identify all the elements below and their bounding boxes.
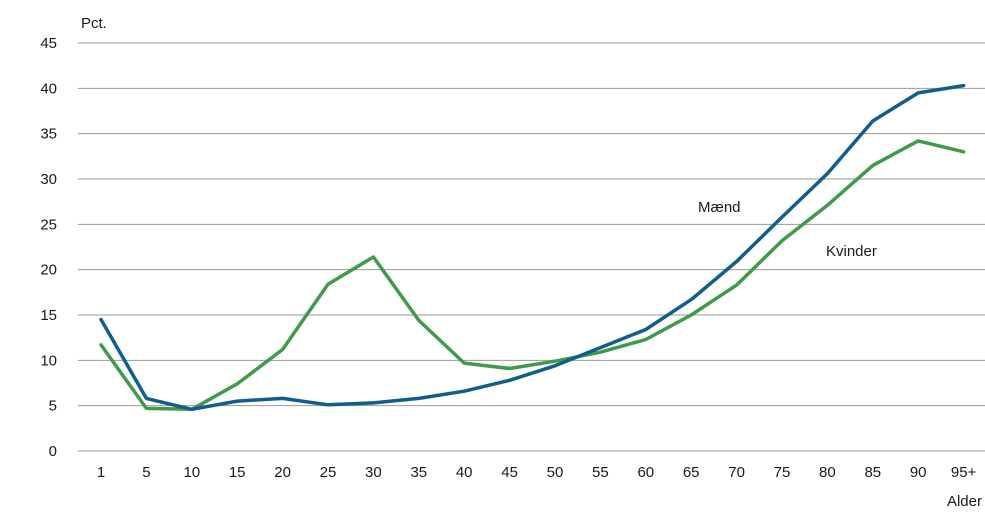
x-tick-label: 10 — [183, 464, 200, 481]
x-tick-label: 5 — [142, 464, 150, 481]
series-label-kvinder: Kvinder — [826, 243, 877, 260]
series-lines — [99, 83, 966, 412]
y-tick-label: 40 — [40, 80, 57, 97]
x-tick-label: 60 — [637, 464, 654, 481]
x-tick-label: 75 — [774, 464, 791, 481]
x-tick-label: 80 — [819, 464, 836, 481]
x-tick-label: 50 — [547, 464, 564, 481]
y-tick-label: 20 — [40, 262, 57, 279]
x-tick-label: 30 — [365, 464, 382, 481]
y-tick-label: 0 — [49, 443, 57, 460]
y-axis-ticks: 0 5 10 15 20 25 30 35 40 45 — [40, 35, 57, 460]
x-tick-label: 85 — [864, 464, 881, 481]
x-tick-label: 40 — [456, 464, 473, 481]
x-axis-label: Alder — [947, 493, 982, 510]
series-line-maend — [99, 83, 966, 412]
x-tick-label: 25 — [320, 464, 337, 481]
y-tick-label: 30 — [40, 171, 57, 188]
x-tick-label: 35 — [410, 464, 427, 481]
y-tick-label: 15 — [40, 307, 57, 324]
y-tick-label: 25 — [40, 216, 57, 233]
gridlines — [78, 42, 985, 452]
y-axis-label: Pct. — [81, 15, 107, 32]
x-tick-label: 1 — [97, 464, 105, 481]
x-tick-label: 70 — [728, 464, 745, 481]
x-tick-label: 65 — [683, 464, 700, 481]
x-axis-ticks: 1 5 10 15 20 25 30 35 40 45 50 55 60 65 70 75 80 85 90 95+ — [97, 464, 977, 481]
x-tick-label: 90 — [910, 464, 927, 481]
series-label-maend: Mænd — [698, 199, 741, 216]
y-tick-label: 5 — [49, 398, 57, 415]
y-tick-label: 35 — [40, 126, 57, 143]
y-tick-label: 45 — [40, 35, 57, 52]
x-tick-label: 15 — [229, 464, 246, 481]
y-tick-label: 10 — [40, 352, 57, 369]
x-tick-label: 45 — [501, 464, 518, 481]
x-tick-label: 55 — [592, 464, 609, 481]
x-tick-label: 20 — [274, 464, 291, 481]
series-line-kvinder — [99, 139, 966, 412]
x-tick-label: 95+ — [951, 464, 977, 481]
